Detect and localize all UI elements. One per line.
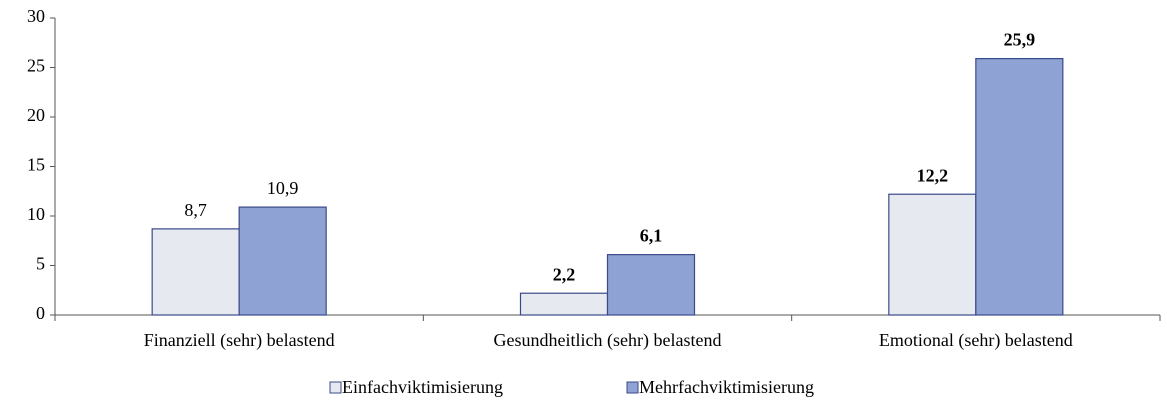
bar xyxy=(151,228,240,316)
bar xyxy=(888,193,977,316)
value-label: 6,1 xyxy=(640,226,663,246)
x-tick-label: Emotional (sehr) belastend xyxy=(879,330,1073,351)
bar xyxy=(519,292,609,316)
value-label: 2,2 xyxy=(553,264,576,284)
y-tick-label: 25 xyxy=(27,56,45,76)
legend-swatch xyxy=(626,381,639,394)
x-tick-label: Gesundheitlich (sehr) belastend xyxy=(494,330,722,351)
bar xyxy=(975,57,1064,316)
y-tick-label: 5 xyxy=(36,254,45,274)
legend-label: Mehrfachviktimisierung xyxy=(639,377,814,397)
value-label: 8,7 xyxy=(184,200,207,220)
y-tick-label: 0 xyxy=(36,303,45,323)
bar xyxy=(238,206,327,316)
y-tick-label: 10 xyxy=(27,204,45,224)
value-label: 25,9 xyxy=(1004,30,1036,50)
y-tick-label: 15 xyxy=(27,155,45,175)
value-label: 12,2 xyxy=(917,165,949,185)
bar xyxy=(606,254,696,316)
legend-label: Einfachviktimisierung xyxy=(342,377,503,397)
y-tick-label: 20 xyxy=(27,105,45,125)
y-tick-label: 30 xyxy=(27,6,45,26)
x-tick-label: Finanziell (sehr) belastend xyxy=(144,330,335,351)
value-label: 10,9 xyxy=(267,178,299,198)
legend-swatch xyxy=(329,381,342,394)
